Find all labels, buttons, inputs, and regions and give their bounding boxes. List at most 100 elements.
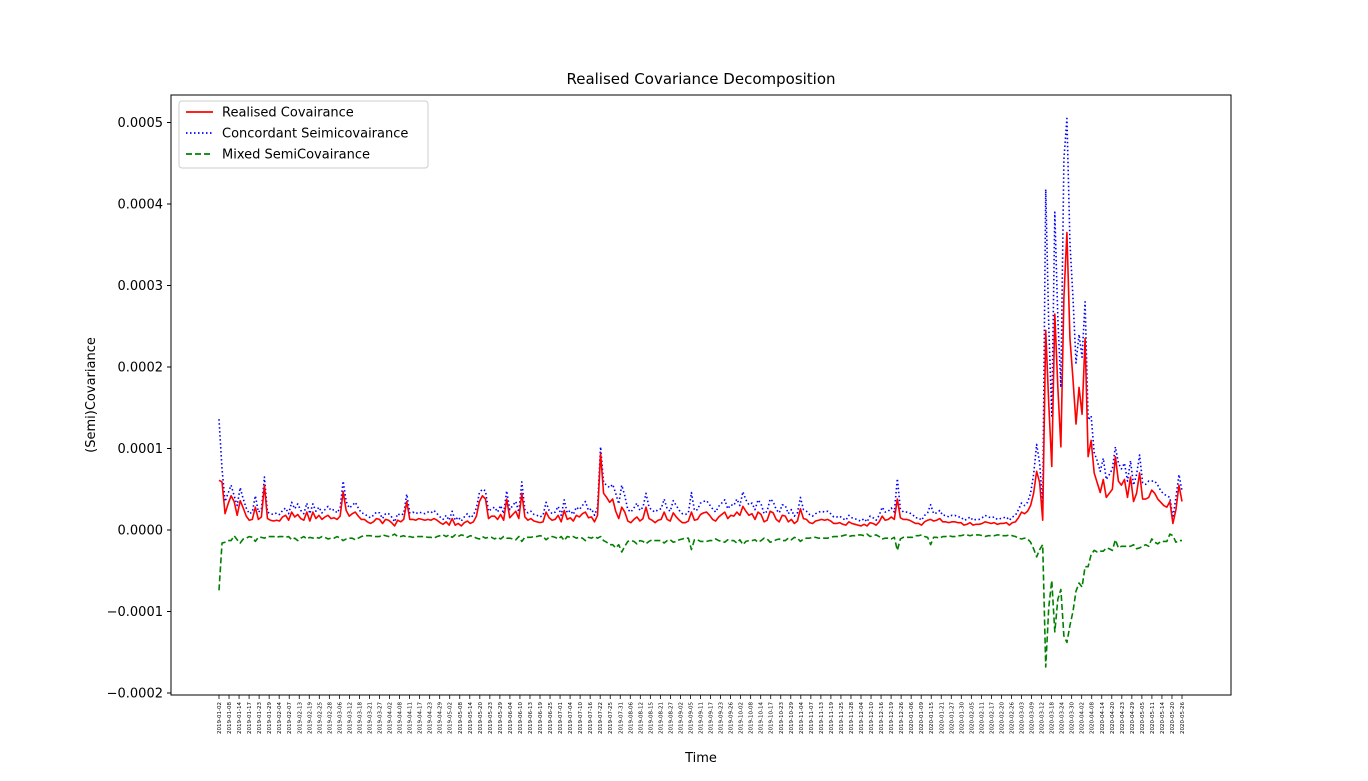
series-line-1 — [218, 117, 1183, 523]
x-tick-label: 2019-03-18 — [357, 702, 363, 734]
x-tick-label: 2019-12-26 — [899, 702, 905, 734]
plot-frame — [170, 94, 1232, 696]
x-tick-label: 2019-04-29 — [438, 702, 444, 734]
x-tick-label: 2019-08-12 — [638, 702, 644, 734]
x-tick-label: 2019-02-07 — [287, 702, 293, 734]
x-tick-label: 2019-01-17 — [247, 702, 253, 734]
x-tick-label: 2019-08-27 — [668, 702, 674, 734]
x-tick-label: 2019-11-04 — [799, 702, 805, 734]
x-tick-label: 2020-02-26 — [1009, 702, 1015, 734]
x-tick-label: 2020-03-30 — [1070, 702, 1076, 734]
x-tick-label: 2019-11-19 — [829, 702, 835, 734]
x-tick-label: 2019-09-23 — [719, 702, 725, 734]
y-tick-label: −0.0002 — [107, 687, 163, 702]
x-tick-label: 2019-06-19 — [538, 702, 544, 734]
x-tick-label: 2019-06-10 — [518, 702, 524, 734]
x-tick-label: 2020-05-11 — [1150, 702, 1156, 734]
x-tick-label: 2019-03-21 — [367, 702, 373, 734]
y-tick-label: 0.0001 — [118, 442, 164, 457]
y-tick-label: 0.0000 — [118, 524, 164, 539]
legend-label: Mixed SemiCovairance — [222, 148, 370, 163]
y-tick-label: 0.0002 — [118, 361, 164, 376]
x-tick-label: 2019-03-27 — [378, 702, 384, 734]
x-tick-label: 2019-10-02 — [739, 702, 745, 734]
chart-title: Realised Covariance Decomposition — [566, 70, 835, 88]
x-tick-label: 2019-05-29 — [498, 702, 504, 734]
x-tick-label: 2020-01-15 — [929, 702, 935, 734]
x-tick-label: 2019-08-21 — [658, 702, 664, 734]
x-tick-label: 2020-05-14 — [1160, 702, 1166, 734]
x-tick-label: 2019-01-14 — [237, 702, 243, 734]
x-tick-label: 2020-04-20 — [1110, 702, 1116, 734]
x-tick-label: 2019-09-11 — [699, 702, 705, 734]
x-tick-label: 2019-05-14 — [468, 702, 474, 734]
x-tick-label: 2019-10-23 — [779, 702, 785, 734]
x-tick-label: 2020-04-02 — [1080, 702, 1086, 734]
x-tick-label: 2020-02-11 — [979, 702, 985, 734]
x-tick-label: 2019-02-25 — [317, 702, 323, 734]
x-tick-label: 2019-06-13 — [528, 702, 534, 734]
x-tick-label: 2019-01-23 — [257, 702, 263, 734]
x-tick-label: 2019-04-17 — [418, 702, 424, 734]
y-tick-label: 0.0005 — [118, 116, 164, 131]
legend-label: Concordant Seimicovairance — [222, 127, 408, 142]
x-tick-label: 2019-03-06 — [337, 702, 343, 734]
x-tick-label: 2019-11-13 — [819, 702, 825, 734]
x-tick-label: 2019-06-25 — [548, 702, 554, 734]
x-tick-label: 2020-05-05 — [1140, 702, 1146, 734]
x-tick-label: 2019-10-08 — [749, 702, 755, 734]
y-axis: −0.0002 −0.0001 0.0000 0.0001 0.0002 0.0003 0.… — [107, 116, 171, 702]
y-axis-label: (Semi)Covariance — [84, 337, 99, 453]
x-tick-label: 2020-01-09 — [919, 702, 925, 734]
x-tick-label: 2020-01-27 — [949, 702, 955, 734]
x-tick-label: 2019-07-01 — [558, 702, 564, 734]
x-tick-label: 2019-07-22 — [598, 702, 604, 734]
x-tick-label: 2020-03-18 — [1050, 702, 1056, 734]
x-tick-label: 2019-09-26 — [729, 702, 735, 734]
legend-box — [178, 100, 429, 169]
plot-lines — [218, 117, 1183, 668]
x-axis: 2019-01-02 2019-01-08 2019-01-14 2019-01-17… — [217, 695, 1186, 734]
x-tick-label: 2019-04-11 — [408, 702, 414, 734]
x-tick-label: 2019-09-17 — [709, 702, 715, 734]
legend: Realised Covairance Concordant Seimicovai… — [178, 100, 429, 169]
x-tick-label: 2019-07-04 — [568, 702, 574, 734]
x-tick-label: 2019-09-05 — [688, 702, 694, 734]
x-tick-label: 2020-04-14 — [1100, 702, 1106, 734]
x-tick-label: 2019-08-06 — [628, 702, 634, 734]
x-tick-label: 2019-01-02 — [217, 702, 223, 734]
x-tick-label: 2019-07-31 — [618, 702, 624, 734]
x-tick-label: 2019-12-04 — [859, 702, 865, 734]
x-tick-label: 2019-05-08 — [458, 702, 464, 734]
y-tick-label: 0.0003 — [118, 279, 164, 294]
x-tick-label: 2019-10-29 — [789, 702, 795, 734]
x-tick-label: 2019-02-19 — [307, 702, 313, 734]
y-tick-label: −0.0001 — [107, 605, 163, 620]
x-tick-label: 2019-10-17 — [769, 702, 775, 734]
x-tick-label: 2020-01-30 — [959, 702, 965, 734]
x-tick-label: 2019-11-07 — [809, 702, 815, 734]
series-line-2 — [218, 533, 1182, 668]
x-tick-label: 2020-05-26 — [1180, 702, 1186, 734]
x-tick-label: 2019-12-19 — [889, 702, 895, 734]
x-tick-label: 2019-07-10 — [578, 702, 584, 734]
x-tick-label: 2020-02-17 — [989, 702, 995, 734]
x-tick-label: 2020-03-24 — [1060, 702, 1066, 734]
x-tick-label: 2019-02-04 — [277, 702, 283, 734]
x-axis-label: Time — [684, 751, 717, 766]
x-tick-label: 2020-03-09 — [1030, 702, 1036, 734]
x-tick-label: 2020-02-20 — [999, 702, 1005, 734]
legend-label: Realised Covairance — [222, 106, 354, 121]
x-tick-label: 2019-05-20 — [478, 702, 484, 734]
x-tick-label: 2019-11-25 — [839, 702, 845, 734]
x-tick-label: 2019-08-15 — [648, 702, 654, 734]
x-tick-label: 2019-12-10 — [869, 702, 875, 734]
x-tick-label: 2019-01-08 — [227, 702, 233, 734]
x-tick-label: 2019-01-29 — [267, 702, 273, 734]
x-tick-label: 2019-02-13 — [297, 702, 303, 734]
x-tick-label: 2019-12-16 — [879, 702, 885, 734]
x-tick-label: 2019-09-02 — [678, 702, 684, 734]
x-tick-label: 2020-04-23 — [1120, 702, 1126, 734]
x-tick-label: 2019-04-08 — [398, 702, 404, 734]
x-tick-label: 2020-01-06 — [909, 702, 915, 734]
